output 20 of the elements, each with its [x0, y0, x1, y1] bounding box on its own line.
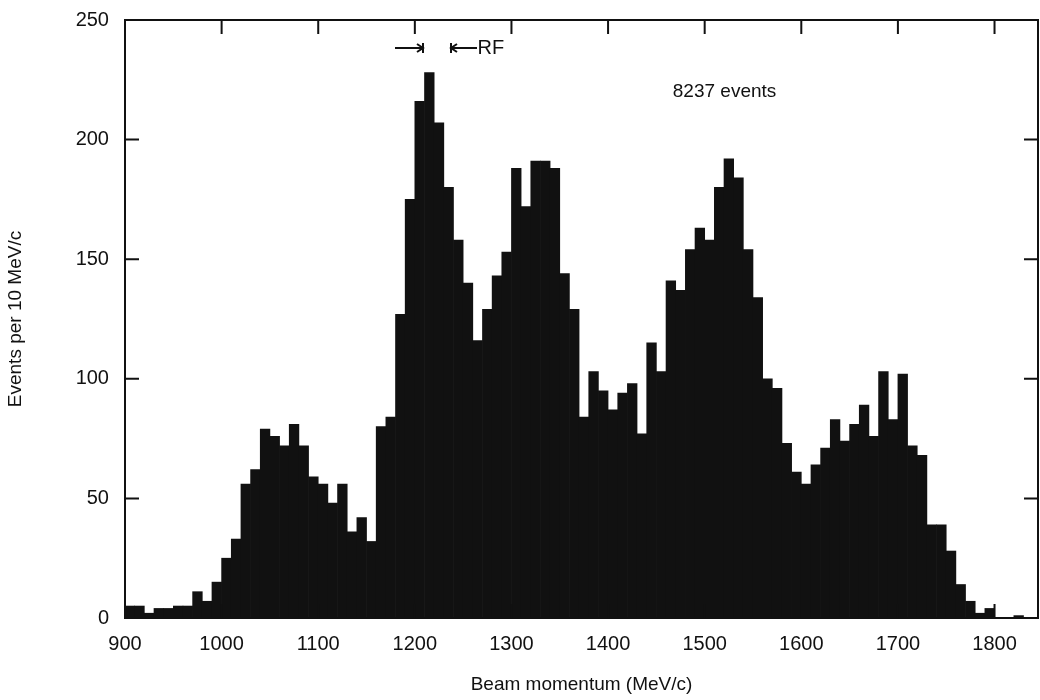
x-tick-label: 1800	[972, 631, 1017, 654]
x-tick-label: 1200	[392, 631, 438, 654]
x-tick-label: 1100	[296, 631, 340, 654]
x-tick-label: 900	[108, 631, 142, 654]
x-axis-title: Beam momentum (MeV/c)	[470, 672, 693, 694]
x-tick-label: 1600	[779, 631, 824, 654]
x-tick-label: 1500	[682, 631, 727, 654]
y-tick-label: 200	[75, 127, 109, 150]
annotation: RF	[477, 36, 505, 59]
y-axis-title: Events per 10 MeV/c	[3, 230, 25, 408]
y-tick-label: 100	[75, 366, 109, 389]
y-tick-label: 50	[86, 485, 109, 508]
y-tick-label: 150	[75, 246, 109, 269]
annotation: 8237 events	[672, 79, 777, 101]
y-tick-label: 250	[75, 7, 109, 30]
x-tick-label: 1300	[489, 631, 534, 654]
x-tick-label: 1400	[585, 631, 631, 654]
x-tick-label: 1000	[199, 631, 244, 654]
x-tick-label: 1700	[875, 631, 921, 654]
y-tick-label: 0	[97, 605, 109, 628]
